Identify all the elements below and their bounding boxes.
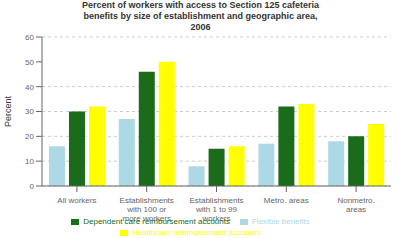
svg-text:40: 40 bbox=[25, 83, 34, 92]
svg-text:30: 30 bbox=[25, 107, 34, 116]
svg-text:Nonmetro.areas: Nonmetro.areas bbox=[337, 196, 374, 214]
svg-text:Metro. areas: Metro. areas bbox=[264, 196, 309, 205]
svg-text:50: 50 bbox=[25, 58, 34, 67]
svg-text:Establishmentswith 100 ormore: Establishmentswith 100 ormore workers bbox=[120, 196, 174, 223]
svg-text:Percent: Percent bbox=[8, 95, 13, 127]
html-text:benefits by size of establishm: benefits by size of establishment and ge… bbox=[83, 11, 318, 21]
svg-text:60: 60 bbox=[25, 33, 34, 42]
html-text:Dependent care reimbursement a: Dependent care reimbursement accounts bbox=[83, 217, 230, 226]
html-text:Healthcare reimbursement accou: Healthcare reimbursement accounts bbox=[132, 228, 261, 237]
svg-text:All workers: All workers bbox=[57, 196, 96, 205]
svg-text:Establishmentswith 1 to 99work: Establishmentswith 1 to 99workers bbox=[189, 196, 243, 223]
html-text:2006: 2006 bbox=[190, 22, 211, 32]
html-text:Percent of workers with access: Percent of workers with access to Sectio… bbox=[81, 0, 319, 10]
html-text:Flexible benefits: Flexible benefits bbox=[252, 217, 310, 226]
svg-text:10: 10 bbox=[25, 157, 34, 166]
svg-text:0: 0 bbox=[30, 182, 35, 191]
svg-text:20: 20 bbox=[25, 132, 34, 141]
